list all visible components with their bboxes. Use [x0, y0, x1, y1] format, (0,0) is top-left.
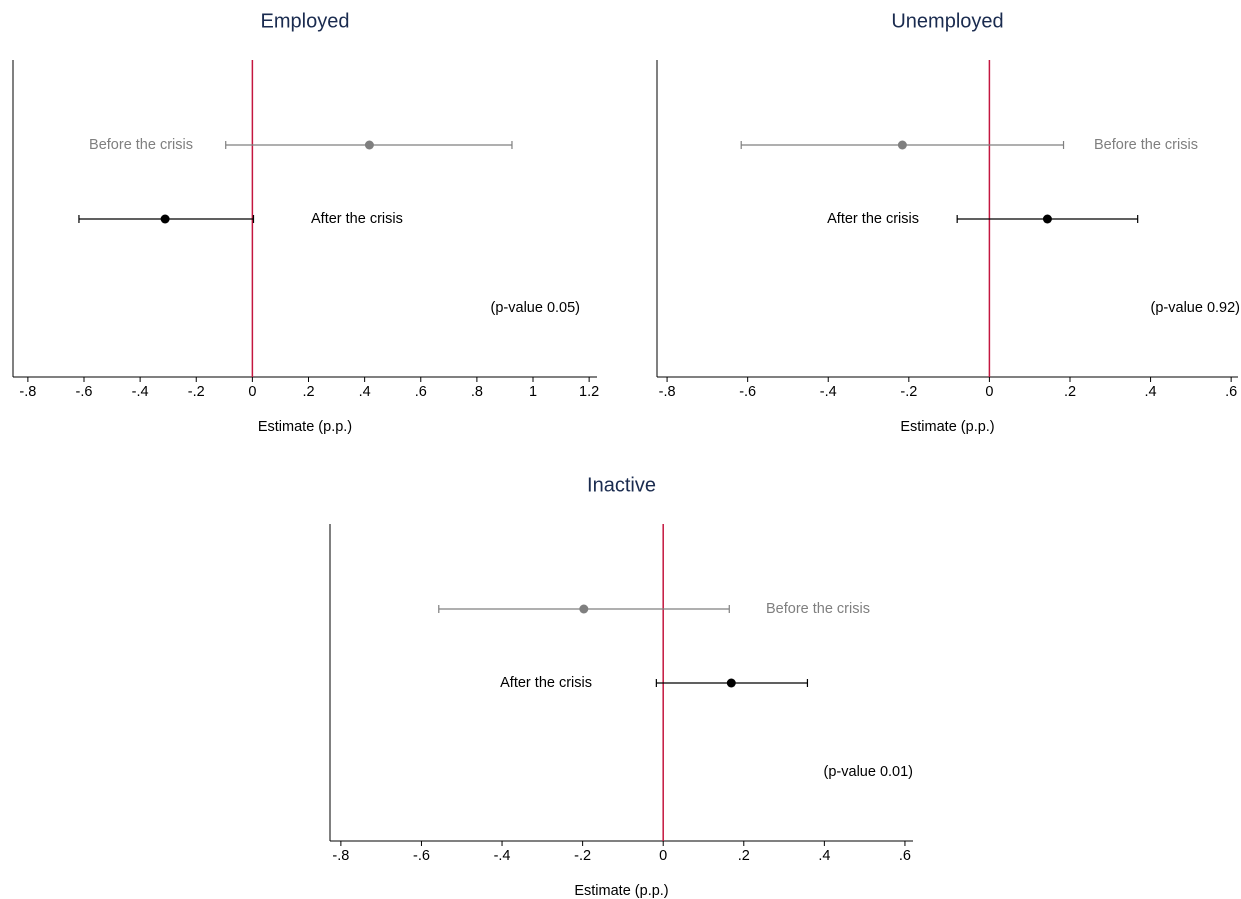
x-tick-label: -.4 — [494, 848, 511, 864]
x-tick-label: -.6 — [76, 384, 93, 400]
x-tick-label: 0 — [985, 384, 993, 400]
x-tick-label: 0 — [659, 848, 667, 864]
x-tick-label: .2 — [302, 384, 314, 400]
x-tick-label: -.6 — [739, 384, 756, 400]
x-tick-label: .4 — [818, 848, 830, 864]
series-label: Before the crisis — [89, 137, 193, 153]
x-tick-label: -.2 — [900, 384, 917, 400]
x-tick-label: .4 — [359, 384, 371, 400]
x-tick-label: .2 — [738, 848, 750, 864]
x-axis-label: Estimate (p.p.) — [574, 883, 668, 899]
series-label: After the crisis — [311, 211, 403, 227]
x-axis-label: Estimate (p.p.) — [900, 419, 994, 435]
x-tick-label: 1.2 — [579, 384, 599, 400]
point-estimate — [579, 604, 589, 614]
x-tick-label: -.2 — [188, 384, 205, 400]
x-tick-label: -.4 — [820, 384, 837, 400]
series-label: After the crisis — [500, 675, 592, 691]
x-tick-label: .6 — [1225, 384, 1237, 400]
x-tick-label: .6 — [899, 848, 911, 864]
point-estimate — [1042, 214, 1052, 224]
x-tick-label: .2 — [1064, 384, 1076, 400]
point-estimate — [897, 140, 907, 150]
panel-title: Unemployed — [891, 10, 1003, 32]
annotation: (p-value 0.05) — [491, 300, 580, 316]
x-tick-label: 1 — [529, 384, 537, 400]
x-tick-label: -.2 — [574, 848, 591, 864]
point-estimate — [160, 214, 170, 224]
panel-title: Employed — [261, 10, 350, 32]
x-tick-label: .6 — [415, 384, 427, 400]
x-tick-label: -.8 — [19, 384, 36, 400]
series-label: Before the crisis — [1094, 137, 1198, 153]
annotation: (p-value 0.92) — [1151, 300, 1240, 316]
x-tick-label: -.8 — [659, 384, 676, 400]
x-axis-label: Estimate (p.p.) — [258, 419, 352, 435]
point-estimate — [726, 678, 736, 688]
annotation: (p-value 0.01) — [824, 764, 913, 780]
panel-title: Inactive — [587, 474, 656, 496]
x-tick-label: .8 — [471, 384, 483, 400]
point-estimate — [364, 140, 374, 150]
x-tick-label: -.6 — [413, 848, 430, 864]
series-label: Before the crisis — [766, 601, 870, 617]
x-tick-label: 0 — [248, 384, 256, 400]
x-tick-label: -.4 — [132, 384, 149, 400]
x-tick-label: .4 — [1145, 384, 1157, 400]
x-tick-label: -.8 — [332, 848, 349, 864]
series-label: After the crisis — [827, 211, 919, 227]
